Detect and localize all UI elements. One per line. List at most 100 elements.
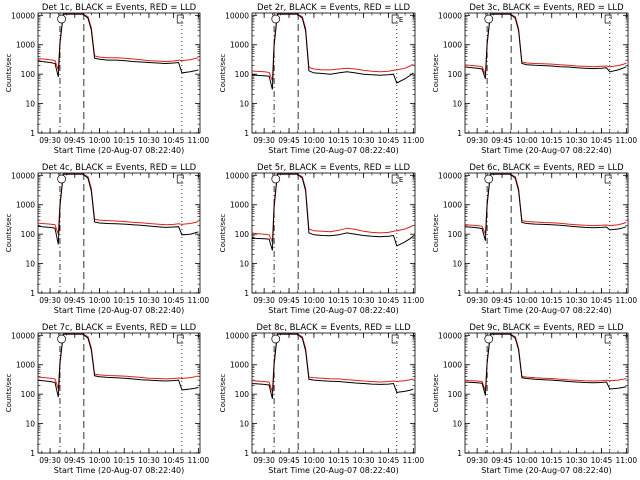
x-tick-label: 10:00 xyxy=(516,456,538,465)
x-tick-label: 10:30 xyxy=(566,456,588,465)
y-tick-label: 1 xyxy=(457,449,462,458)
series-group xyxy=(38,333,199,398)
y-axis-label: Counts/sec xyxy=(219,214,227,253)
x-axis-label: Start Time (20-Aug-07 08:22:40) xyxy=(268,466,399,475)
panel-title: Det 9c, BLACK = Events, RED = LLD xyxy=(469,323,624,333)
panel-title: Det 3c, BLACK = Events, RED = LLD xyxy=(469,3,624,13)
marker-circle xyxy=(57,14,66,24)
series-line-events xyxy=(38,333,199,398)
x-tick-label: 10:15 xyxy=(328,456,350,465)
y-tick-label: 100 xyxy=(448,390,463,399)
x-axis-label: Start Time (20-Aug-07 08:22:40) xyxy=(268,146,399,155)
x-tick-label: 10:00 xyxy=(516,296,538,305)
x-tick-label: 10:45 xyxy=(163,456,185,465)
y-tick-label: 10000 xyxy=(225,331,249,340)
marker-bracket xyxy=(176,14,184,24)
marker-circle xyxy=(271,334,281,344)
panel-title: Det 1c, BLACK = Events, RED = LLD xyxy=(42,3,197,13)
y-tick-label: 10000 xyxy=(438,11,462,20)
marker-circle xyxy=(484,334,494,344)
y-tick-label: 10 xyxy=(239,100,249,109)
marker-bracket xyxy=(176,334,184,344)
y-tick-label: 10 xyxy=(452,100,462,109)
x-tick-label: 09:30 xyxy=(253,456,275,465)
y-tick-label: 10000 xyxy=(438,331,462,340)
plot-frame xyxy=(464,172,629,294)
y-tick-label: 100 xyxy=(21,390,36,399)
y-tick-label: 10 xyxy=(452,420,462,429)
y-axis-label: Counts/sec xyxy=(5,54,13,93)
y-tick-label: 100 xyxy=(448,70,463,79)
x-tick-label: 10:30 xyxy=(353,296,375,305)
y-axis-label: Counts/sec xyxy=(432,214,440,253)
series-line-lld xyxy=(252,13,414,81)
x-tick-label: 10:15 xyxy=(541,296,563,305)
x-tick-label: 10:00 xyxy=(89,456,111,465)
series-line-events xyxy=(38,173,199,245)
x-axis-label: Start Time (20-Aug-07 08:22:40) xyxy=(481,306,612,315)
y-tick-label: 10 xyxy=(239,260,249,269)
series-group xyxy=(465,173,627,241)
detector-panel-9: Det 9c, BLACK = Events, RED = LLD 1 10 100 1… xyxy=(432,323,637,475)
x-tick-label: 10:30 xyxy=(138,296,160,305)
x-tick-label: 11:00 xyxy=(188,296,210,305)
series-line-events xyxy=(38,13,199,78)
x-tick-label: 09:45 xyxy=(491,456,513,465)
y-axis-label: Counts/sec xyxy=(432,374,440,413)
series-line-lld xyxy=(252,173,414,243)
panel-title: Det 2r, BLACK = Events, RED = LLD xyxy=(257,3,411,13)
x-axis-label: Start Time (20-Aug-07 08:22:40) xyxy=(481,146,612,155)
detector-panel-8: Det 8c, BLACK = Events, RED = LLD 1 10 100 1… xyxy=(219,323,424,475)
x-axis-label: Start Time (20-Aug-07 08:22:40) xyxy=(54,466,185,475)
y-tick-label: 1000 xyxy=(16,201,35,210)
marker-label: E xyxy=(399,16,403,24)
x-tick-label: 10:00 xyxy=(303,456,325,465)
series-line-events xyxy=(252,13,414,90)
y-tick-label: 1 xyxy=(30,129,35,138)
x-tick-label: 09:30 xyxy=(39,456,61,465)
x-tick-label: 09:30 xyxy=(253,296,275,305)
x-tick-label: 11:00 xyxy=(188,136,210,145)
series-group xyxy=(252,333,414,399)
x-tick-label: 10:15 xyxy=(328,296,350,305)
x-tick-label: 09:45 xyxy=(64,456,86,465)
y-tick-label: 1000 xyxy=(16,361,35,370)
y-tick-label: 10 xyxy=(25,100,35,109)
detector-panel-5: Det 5r, BLACK = Events, RED = LLD 1 10 100 1… xyxy=(219,163,424,315)
series-group xyxy=(38,173,199,245)
plot-frame xyxy=(251,172,416,294)
y-tick-label: 1000 xyxy=(443,361,462,370)
x-tick-label: 09:30 xyxy=(39,136,61,145)
x-tick-label: 09:30 xyxy=(253,136,275,145)
y-tick-label: 1000 xyxy=(230,361,249,370)
y-tick-label: 10 xyxy=(452,260,462,269)
detector-panel-4: Det 4c, BLACK = Events, RED = LLD 1 10 100 1… xyxy=(5,163,209,315)
panel-title: Det 4c, BLACK = Events, RED = LLD xyxy=(42,163,197,173)
marker-circle xyxy=(484,14,494,24)
plot-frame xyxy=(37,12,201,134)
x-tick-label: 10:00 xyxy=(303,136,325,145)
x-tick-label: 09:45 xyxy=(491,296,513,305)
y-tick-label: 1 xyxy=(30,289,35,298)
y-tick-label: 1 xyxy=(30,449,35,458)
y-tick-label: 10000 xyxy=(225,11,249,20)
y-axis-label: Counts/sec xyxy=(5,214,13,253)
x-tick-label: 11:00 xyxy=(616,136,638,145)
y-tick-label: 10 xyxy=(25,420,35,429)
series-line-events xyxy=(465,13,627,79)
x-tick-label: 10:15 xyxy=(113,296,135,305)
y-tick-label: 1000 xyxy=(16,41,35,50)
x-tick-label: 10:30 xyxy=(353,456,375,465)
y-tick-label: 100 xyxy=(235,230,250,239)
x-axis-label: Start Time (20-Aug-07 08:22:40) xyxy=(268,306,399,315)
x-tick-label: 09:30 xyxy=(466,456,488,465)
y-axis-label: Counts/sec xyxy=(5,374,13,413)
y-tick-label: 1 xyxy=(244,289,249,298)
y-tick-label: 10000 xyxy=(225,171,249,180)
x-tick-label: 10:45 xyxy=(591,296,613,305)
x-tick-label: 10:15 xyxy=(541,456,563,465)
x-tick-label: 10:30 xyxy=(138,136,160,145)
x-tick-label: 09:45 xyxy=(64,296,86,305)
x-tick-label: 10:45 xyxy=(163,136,185,145)
y-tick-label: 1000 xyxy=(230,201,249,210)
